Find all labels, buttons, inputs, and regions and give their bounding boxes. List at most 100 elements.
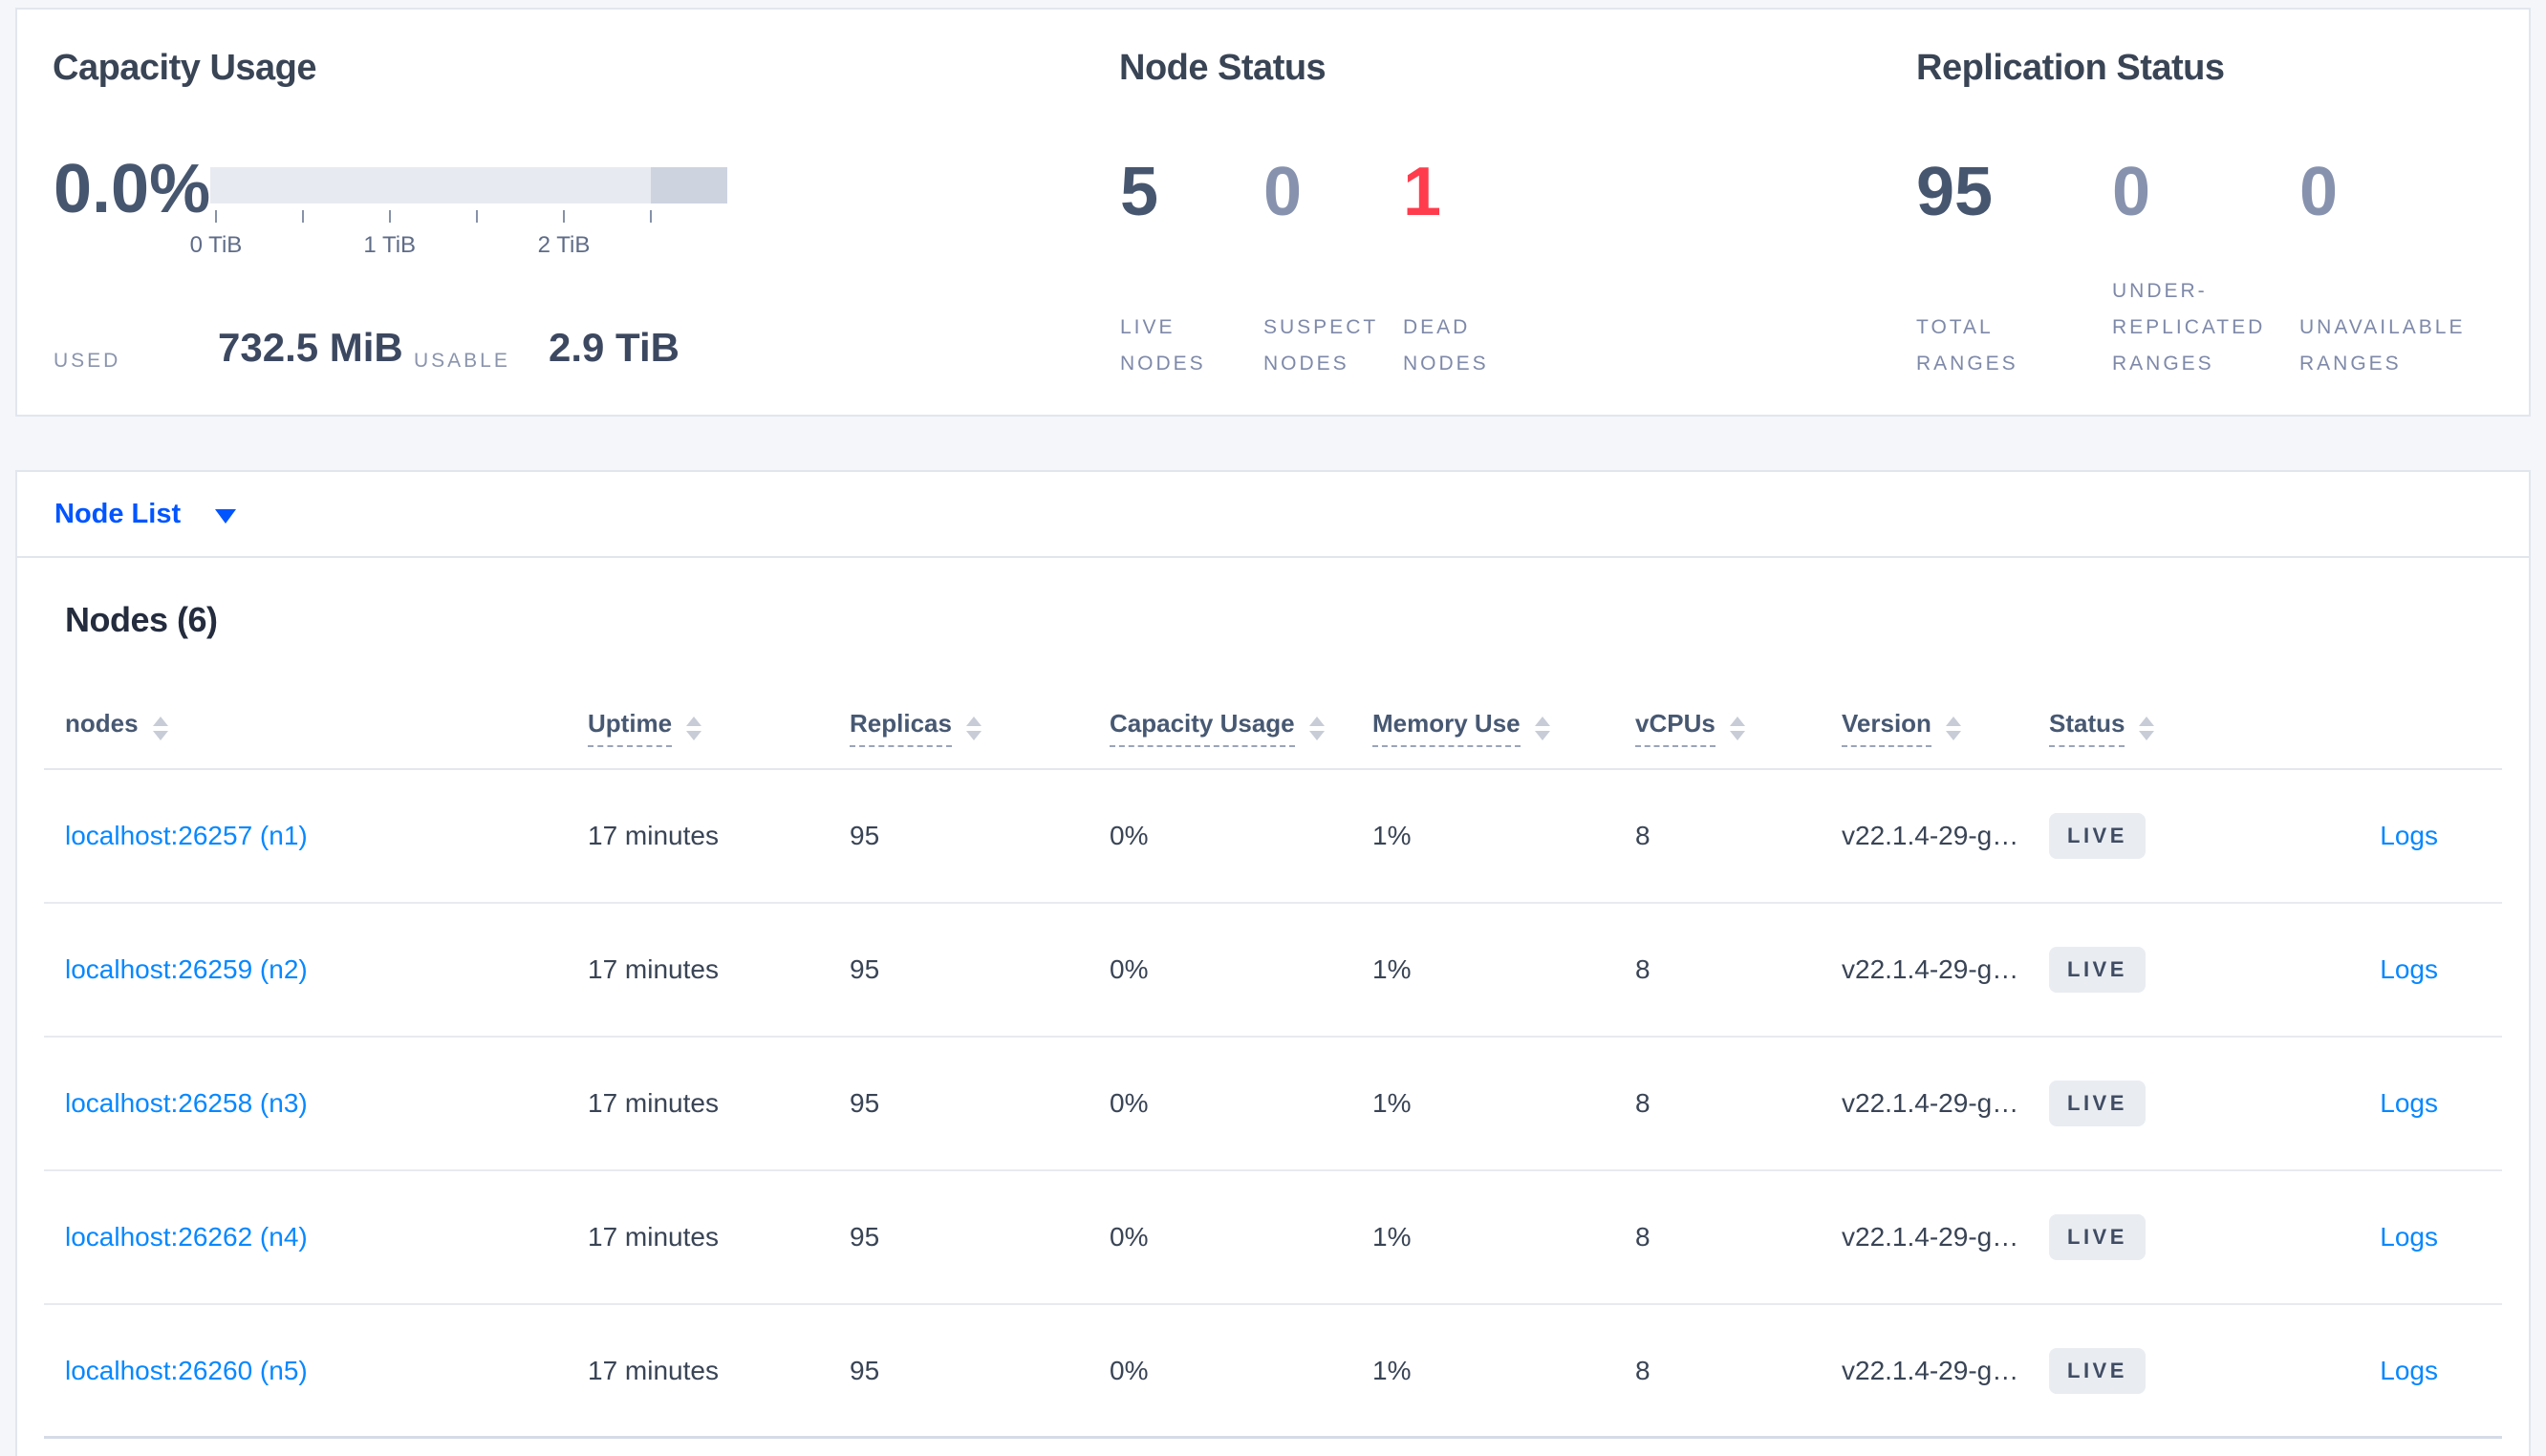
table-row: localhost:26262 (n4) 17 minutes 95 0% 1%… xyxy=(44,1171,2502,1305)
stat-value: 0 xyxy=(1263,154,1303,230)
stat-label: SUSPECT NODES xyxy=(1263,316,1378,375)
vcpus-cell: 8 xyxy=(1635,1222,1651,1252)
node-link[interactable]: localhost:26258 (n3) xyxy=(65,1088,308,1118)
capacity-cell: 0% xyxy=(1110,1088,1149,1118)
stat-value: 0 xyxy=(2299,154,2339,230)
logs-link[interactable]: Logs xyxy=(2380,1222,2438,1252)
column-header-uptime[interactable]: Uptime xyxy=(588,709,850,747)
stat-value: 5 xyxy=(1120,154,1159,230)
sort-icon[interactable] xyxy=(2139,717,2155,740)
stat-label: UNAVAILABLE RANGES xyxy=(2299,316,2466,375)
node-status-stats: 5 LIVE NODES 0 SUSPECT NODES 1 DEAD NODES xyxy=(1120,158,1556,382)
capacity-axis-labels: 0 TiB 1 TiB 2 TiB xyxy=(190,232,727,261)
status-badge: LIVE xyxy=(2049,1214,2146,1260)
status-badge: LIVE xyxy=(2049,947,2146,993)
column-header-nodes[interactable]: nodes xyxy=(65,709,588,745)
node-link[interactable]: localhost:26257 (n1) xyxy=(65,821,308,850)
vcpus-cell: 8 xyxy=(1635,821,1651,850)
column-header-label: Memory Use xyxy=(1372,709,1521,747)
table-row: localhost:26257 (n1) 17 minutes 95 0% 1%… xyxy=(44,770,2502,904)
column-header-label: Version xyxy=(1842,709,1931,747)
status-badge: LIVE xyxy=(2049,1347,2146,1394)
replicas-cell: 95 xyxy=(850,1355,880,1385)
axis-tick-label: 0 TiB xyxy=(189,232,243,258)
axis-tick xyxy=(301,210,304,223)
axis-tick xyxy=(563,210,566,223)
axis-tick-label: 1 TiB xyxy=(363,232,417,258)
node-link[interactable]: localhost:26260 (n5) xyxy=(65,1355,308,1385)
column-header-label: Capacity Usage xyxy=(1110,709,1295,747)
column-header-version[interactable]: Version xyxy=(1842,709,2049,747)
memory-cell: 1% xyxy=(1372,1222,1412,1252)
uptime-cell: 17 minutes xyxy=(588,821,719,850)
vcpus-cell: 8 xyxy=(1635,1355,1651,1385)
version-cell: v22.1.4-29-g… xyxy=(1842,1222,2019,1252)
sort-icon[interactable] xyxy=(1729,717,1745,740)
uptime-cell: 17 minutes xyxy=(588,1355,719,1385)
node-link[interactable]: localhost:26262 (n4) xyxy=(65,1222,308,1252)
nodes-table-header: nodes Uptime Replicas Capacity Usage Memory … xyxy=(44,696,2502,770)
logs-link[interactable]: Logs xyxy=(2380,954,2438,984)
sort-icon[interactable] xyxy=(152,717,168,740)
nodes-card: Nodes (6) nodes Uptime Replicas Capacity Us… xyxy=(15,558,2531,1456)
stat-value: 0 xyxy=(2112,154,2151,230)
version-cell: v22.1.4-29-g… xyxy=(1842,954,2019,984)
column-header-memory-use[interactable]: Memory Use xyxy=(1372,709,1635,747)
replicas-cell: 95 xyxy=(850,821,880,850)
sort-icon[interactable] xyxy=(1534,717,1550,740)
logs-link[interactable]: Logs xyxy=(2380,1355,2438,1385)
node-status-title: Node Status xyxy=(1119,48,1327,88)
stat-label: UNDER-REPLICATED RANGES xyxy=(2112,280,2266,375)
capacity-axis-ticks xyxy=(210,210,727,225)
version-cell: v22.1.4-29-g… xyxy=(1842,1355,2019,1385)
vcpus-cell: 8 xyxy=(1635,954,1651,984)
version-cell: v22.1.4-29-g… xyxy=(1842,1088,2019,1118)
capacity-bar: 0 TiB 1 TiB 2 TiB xyxy=(190,167,727,261)
stat-value: 95 xyxy=(1916,154,1994,230)
nodes-table-body: localhost:26257 (n1) 17 minutes 95 0% 1%… xyxy=(44,770,2502,1439)
replication-status-title: Replication Status xyxy=(1916,48,2225,88)
replicas-cell: 95 xyxy=(850,1222,880,1252)
column-header-status[interactable]: Status xyxy=(2049,709,2240,747)
view-selector-bar: Node List xyxy=(15,470,2531,558)
sort-icon[interactable] xyxy=(965,717,982,740)
logs-link[interactable]: Logs xyxy=(2380,1088,2438,1118)
used-label: USED xyxy=(54,350,121,372)
capacity-cell: 0% xyxy=(1110,821,1149,850)
uptime-cell: 17 minutes xyxy=(588,954,719,984)
sort-icon[interactable] xyxy=(686,717,702,740)
stat-value: 1 xyxy=(1403,154,1442,230)
version-cell: v22.1.4-29-g… xyxy=(1842,821,2019,850)
capacity-usage-title: Capacity Usage xyxy=(53,48,317,88)
stat-under-replicated-ranges: 0 UNDER-REPLICATED RANGES xyxy=(2112,158,2299,382)
capacity-cell: 0% xyxy=(1110,954,1149,984)
memory-cell: 1% xyxy=(1372,954,1412,984)
nodes-heading: Nodes (6) xyxy=(65,600,218,639)
capacity-percent: 0.0% xyxy=(54,151,211,227)
axis-tick xyxy=(388,210,391,223)
column-header-capacity-usage[interactable]: Capacity Usage xyxy=(1110,709,1372,747)
node-list-dropdown[interactable]: Node List xyxy=(54,499,237,530)
axis-tick xyxy=(476,210,479,223)
sort-icon[interactable] xyxy=(1945,717,1961,740)
stat-total-ranges: 95 TOTAL RANGES xyxy=(1916,158,2112,382)
column-header-replicas[interactable]: Replicas xyxy=(850,709,1110,747)
replicas-cell: 95 xyxy=(850,1088,880,1118)
stat-label: LIVE NODES xyxy=(1120,316,1206,375)
capacity-usage-values: USED 732.5 MiB USABLE 2.9 TiB xyxy=(17,10,2529,415)
axis-tick xyxy=(214,210,217,223)
memory-cell: 1% xyxy=(1372,821,1412,850)
status-badge: LIVE xyxy=(2049,813,2146,859)
replicas-cell: 95 xyxy=(850,954,880,984)
node-link[interactable]: localhost:26259 (n2) xyxy=(65,954,308,984)
column-header-label: Status xyxy=(2049,709,2125,747)
memory-cell: 1% xyxy=(1372,1355,1412,1385)
stat-unavailable-ranges: 0 UNAVAILABLE RANGES xyxy=(2299,158,2519,382)
vcpus-cell: 8 xyxy=(1635,1088,1651,1118)
table-row: localhost:26260 (n5) 17 minutes 95 0% 1%… xyxy=(44,1305,2502,1439)
stat-label: DEAD NODES xyxy=(1403,316,1489,375)
logs-link[interactable]: Logs xyxy=(2380,821,2438,850)
sort-icon[interactable] xyxy=(1308,717,1325,740)
column-header-vcpus[interactable]: vCPUs xyxy=(1635,709,1842,747)
